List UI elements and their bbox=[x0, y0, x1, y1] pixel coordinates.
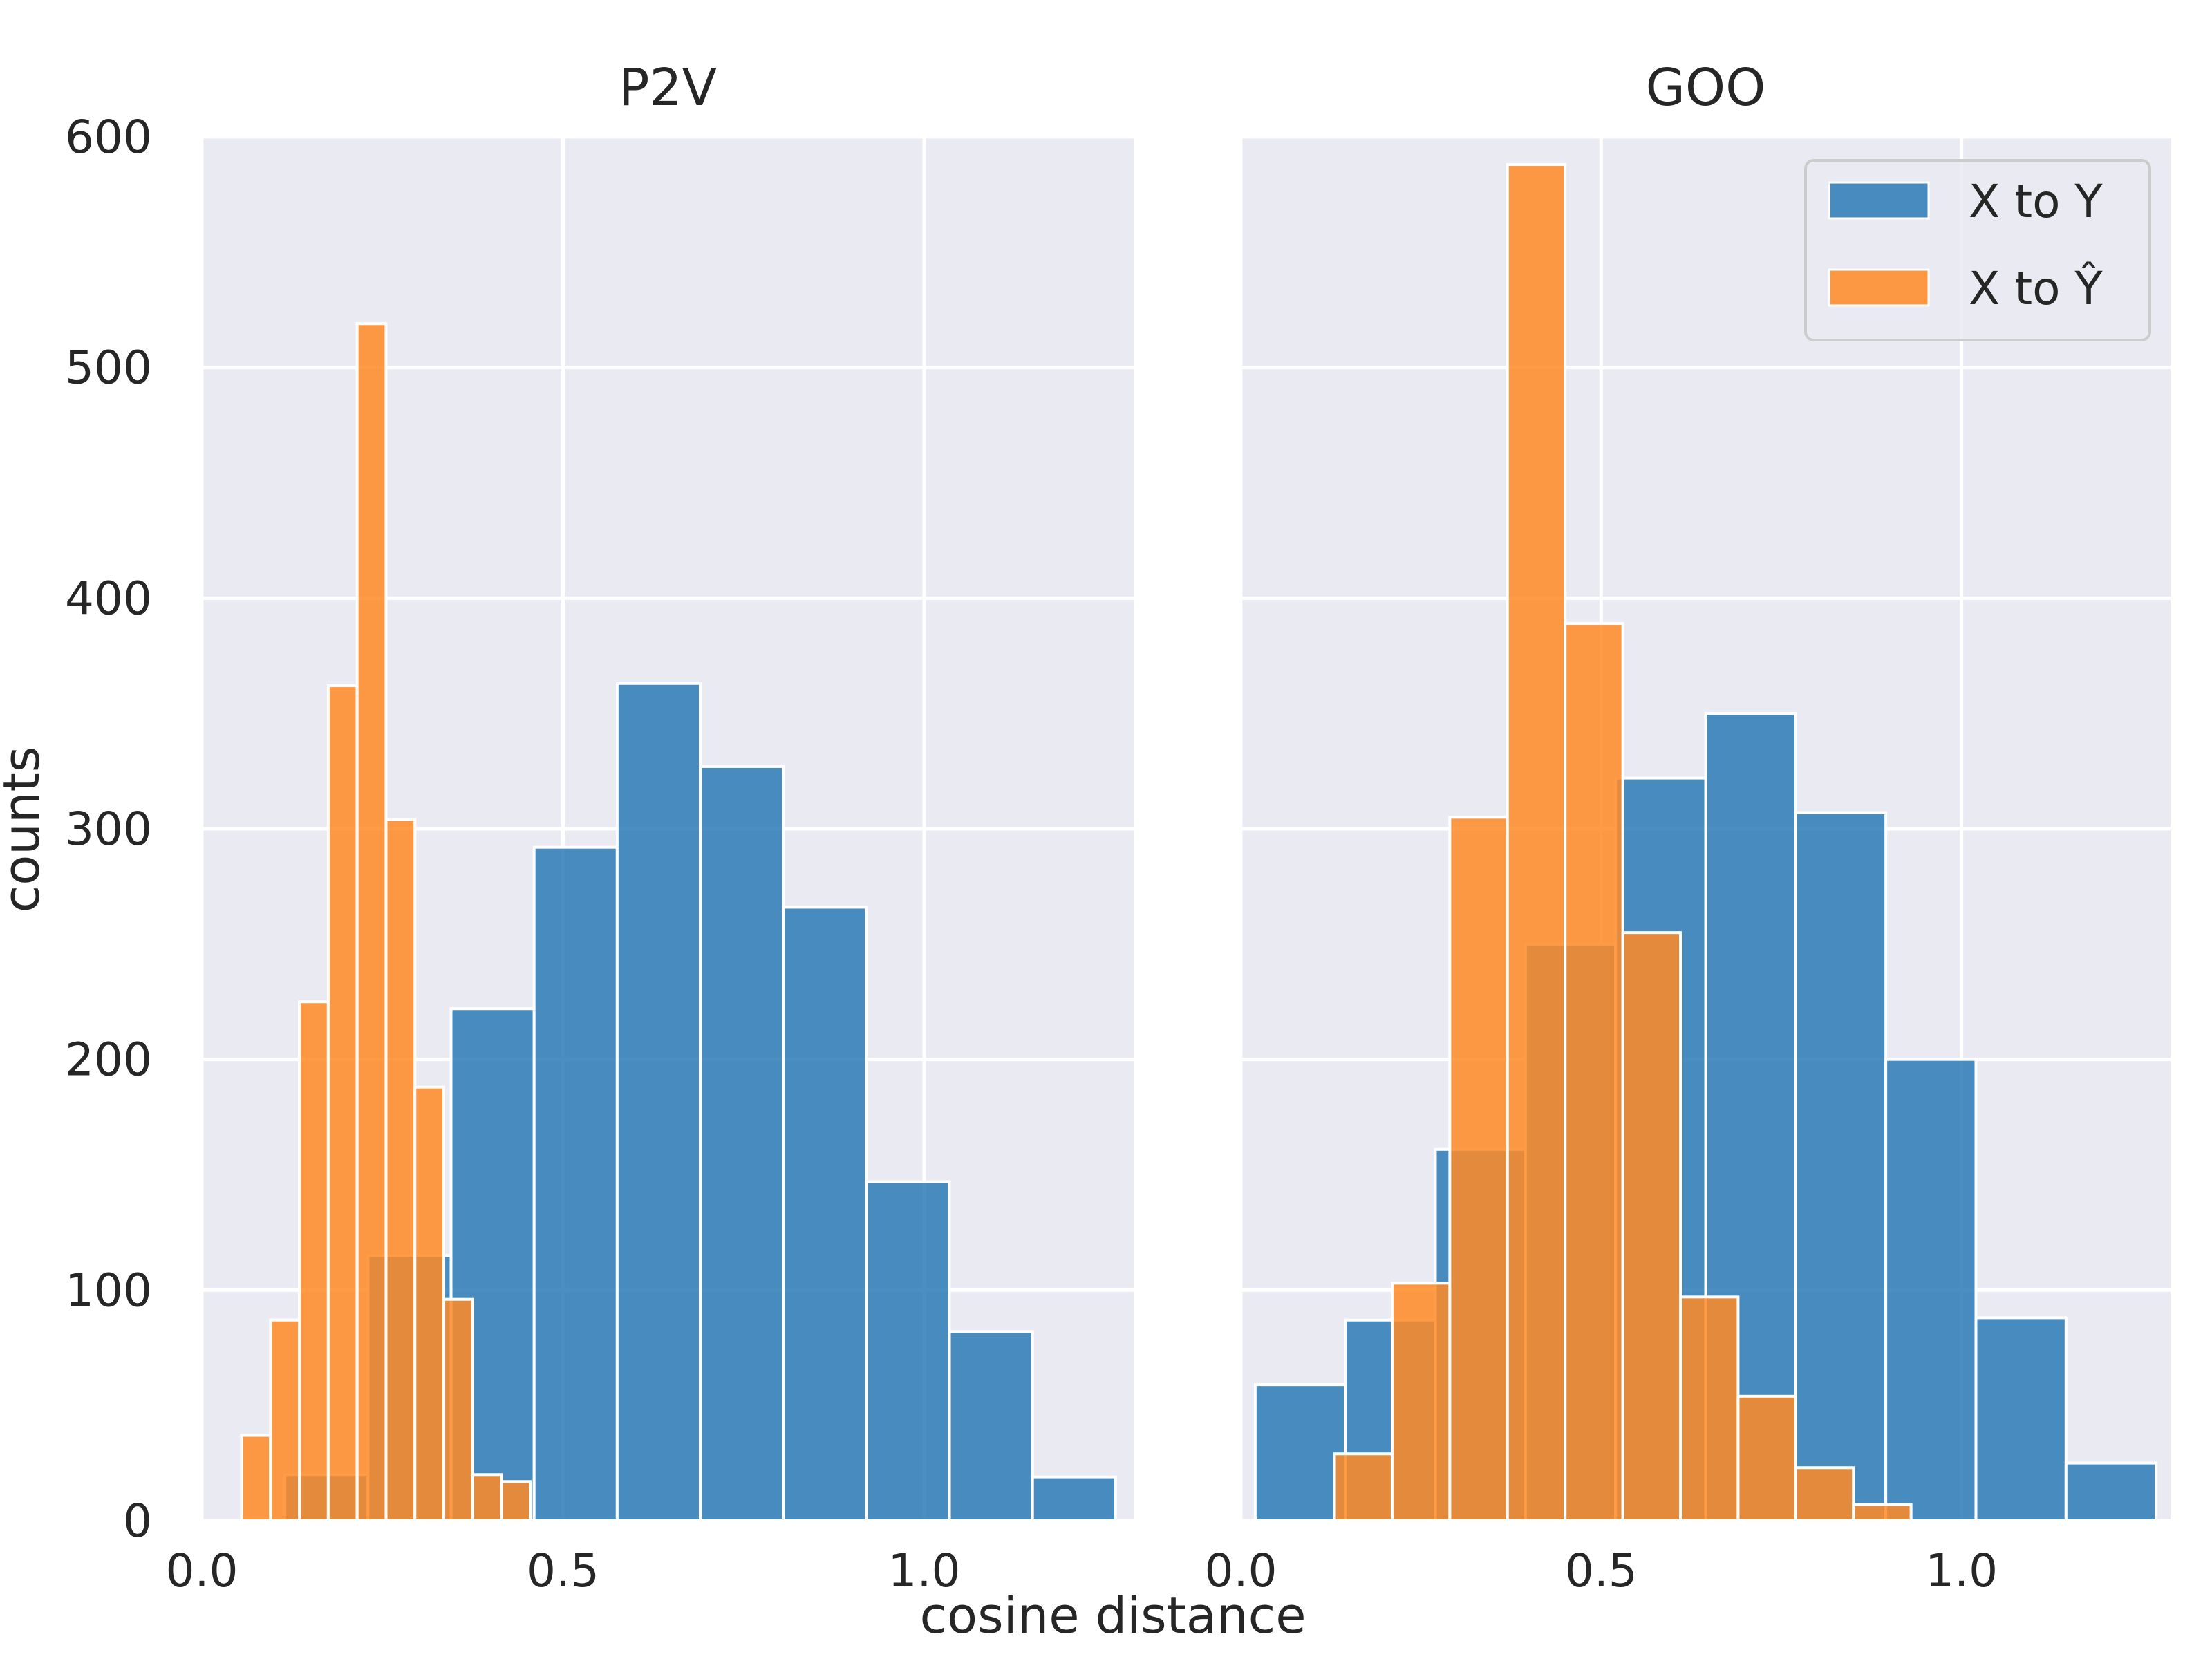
histogram-bar bbox=[269, 1318, 301, 1522]
histogram-bar bbox=[1621, 931, 1683, 1522]
panel-title: GOO bbox=[1646, 58, 1766, 118]
x-tick-label: 0.5 bbox=[1565, 1544, 1638, 1597]
histogram-bar bbox=[240, 1434, 272, 1522]
histogram-bar bbox=[1390, 1282, 1452, 1523]
histogram-bar bbox=[298, 1000, 330, 1522]
histogram-bar bbox=[1253, 1383, 1347, 1523]
histogram-bar bbox=[699, 765, 785, 1522]
histogram-bar bbox=[500, 1480, 532, 1522]
legend: X to Y X to Ŷ bbox=[1804, 159, 2151, 341]
histogram-bar bbox=[615, 682, 702, 1522]
x-tick-label: 0.5 bbox=[527, 1544, 599, 1597]
x-tick-label: 0.0 bbox=[166, 1544, 238, 1597]
series-x-to-yhat bbox=[1333, 163, 1913, 1523]
histogram-bar bbox=[413, 1085, 446, 1522]
y-tick-label: 600 bbox=[65, 111, 152, 164]
y-axis-label: counts bbox=[0, 747, 50, 913]
x-tick-label: 1.0 bbox=[1925, 1544, 1998, 1597]
histogram-bar bbox=[948, 1330, 1034, 1522]
y-tick-label: 100 bbox=[65, 1264, 152, 1317]
y-tick-label: 500 bbox=[65, 341, 152, 395]
histogram-bar bbox=[384, 818, 417, 1522]
histogram-bar bbox=[1794, 1466, 1855, 1522]
panels-layer: P2V 0.0 0.5 1.0 0 100 200 300 400 500 600 GOO 0.0 0.5… bbox=[65, 58, 2171, 1597]
histogram-bar bbox=[865, 1180, 951, 1522]
y-tick-label: 400 bbox=[65, 572, 152, 625]
histogram-bar bbox=[1852, 1503, 1913, 1522]
histogram-bar bbox=[2064, 1461, 2158, 1522]
x-tick-label: 1.0 bbox=[888, 1544, 960, 1597]
legend-swatch-x-to-y bbox=[1828, 181, 1930, 220]
histogram-bar bbox=[442, 1297, 474, 1523]
panel-goo: GOO 0.0 0.5 1.0 bbox=[1205, 58, 2171, 1597]
histogram-bar bbox=[1974, 1316, 2068, 1522]
histogram-bar bbox=[1564, 622, 1624, 1523]
panel-title: P2V bbox=[619, 58, 718, 118]
legend-swatch-x-to-yhat bbox=[1828, 268, 1930, 307]
x-axis-label: cosine distance bbox=[919, 1586, 1306, 1644]
histogram-bar bbox=[1031, 1475, 1117, 1522]
y-tick-label: 300 bbox=[65, 803, 152, 856]
histogram-bar bbox=[1448, 816, 1509, 1522]
y-tick-label: 200 bbox=[65, 1033, 152, 1087]
histogram-bar bbox=[1736, 1394, 1797, 1522]
histogram-bar bbox=[1679, 1295, 1740, 1523]
histogram-bar bbox=[355, 322, 388, 1522]
histogram-bar bbox=[1884, 1058, 1978, 1522]
legend-label-x-to-y: X to Y bbox=[1969, 175, 2103, 228]
histogram-bar bbox=[326, 684, 359, 1522]
histogram-bar bbox=[782, 906, 868, 1522]
x-tick-label: 0.0 bbox=[1205, 1544, 1277, 1597]
histogram-bar bbox=[1333, 1452, 1394, 1522]
legend-label-x-to-yhat: X to Ŷ bbox=[1969, 261, 2103, 315]
histogram-bar bbox=[1794, 811, 1888, 1522]
histogram-bar bbox=[532, 845, 619, 1522]
histogram-bar bbox=[1506, 163, 1567, 1522]
y-tick-label: 0 bbox=[123, 1494, 152, 1548]
histogram-bar bbox=[471, 1473, 503, 1522]
series-x-to-yhat bbox=[240, 322, 532, 1523]
panel-p2v: P2V 0.0 0.5 1.0 0 100 200 300 400 500 600 bbox=[65, 58, 1134, 1597]
